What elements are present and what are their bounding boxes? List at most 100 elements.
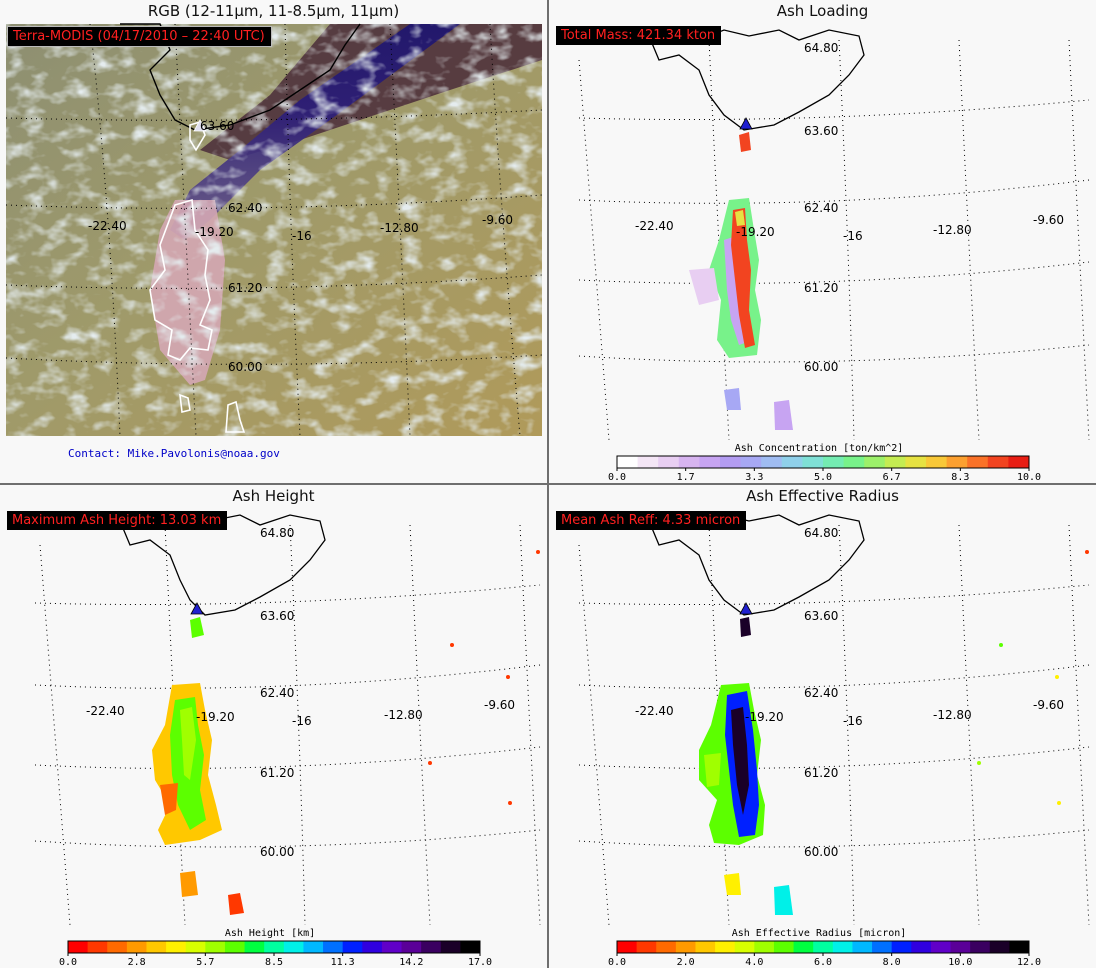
colorbar-swatch bbox=[166, 941, 187, 953]
colorbar-title: Ash Effective Radius [micron] bbox=[732, 928, 907, 939]
colorbar-swatch bbox=[813, 941, 834, 953]
total-mass-badge: Total Mass: 421.34 kton bbox=[556, 26, 722, 45]
contact-link[interactable]: Contact: Mike.Pavolonis@noaa.gov bbox=[68, 447, 280, 460]
colorbar-tick-label: 2.8 bbox=[128, 957, 146, 968]
colorbar-tick-label: 5.0 bbox=[814, 472, 832, 483]
colorbar-swatch bbox=[970, 941, 991, 953]
colorbar-swatch bbox=[381, 941, 403, 953]
max-height-badge: Maximum Ash Height: 13.03 km bbox=[7, 511, 228, 530]
colorbar-swatch bbox=[636, 941, 657, 953]
vent-marker bbox=[739, 117, 753, 130]
colorbar-swatch bbox=[303, 941, 324, 953]
ash-height-title: Ash Height bbox=[232, 487, 315, 505]
panel-divider-horizontal bbox=[0, 483, 1096, 485]
lon-label-22: -22.40 bbox=[635, 219, 674, 233]
colorbar-swatch bbox=[678, 456, 700, 468]
lat-label-60: 60.00 bbox=[228, 360, 262, 374]
colorbar-swatch bbox=[126, 941, 147, 953]
colorbar-tick-label: 0.0 bbox=[608, 957, 626, 968]
lon-label-16: -16 bbox=[843, 714, 863, 728]
colorbar-swatch bbox=[658, 456, 680, 468]
colorbar-swatch bbox=[617, 456, 639, 468]
ash-reff-colorbar: Ash Effective Radius [micron] 0.0 2.0 4.0 6… bbox=[608, 928, 1041, 968]
lat-label-62: 62.40 bbox=[804, 201, 838, 215]
colorbar-swatch bbox=[107, 941, 128, 953]
colorbar-tick-label: 5.7 bbox=[196, 957, 214, 968]
rgb-panel: 63.60 62.40 61.20 60.00 -22.40 -19.20 -1… bbox=[0, 0, 547, 483]
lon-label-19: -19.20 bbox=[196, 710, 235, 724]
colorbar-swatch bbox=[342, 941, 363, 953]
lon-label-16: -16 bbox=[843, 229, 863, 243]
colorbar-tick-label: 8.0 bbox=[883, 957, 901, 968]
ash-height-panel: 64.80 63.60 62.40 61.20 60.00 -22.40 -19… bbox=[0, 485, 547, 968]
rgb-image: 63.60 62.40 61.20 60.00 -22.40 -19.20 -1… bbox=[5, 23, 543, 437]
colorbar-swatch bbox=[460, 941, 481, 953]
colorbar-tick-label: 12.0 bbox=[1017, 957, 1041, 968]
ash-reff-title: Ash Effective Radius bbox=[746, 487, 899, 505]
colorbar-swatch bbox=[852, 941, 873, 953]
ash-height-colorbar: Ash Height [km] 0.0 2.8 5.7 8.5 11.3 14.2 17.0 bbox=[59, 928, 492, 968]
colorbar-tick-label: 1.7 bbox=[677, 472, 695, 483]
lat-label-62: 62.40 bbox=[260, 686, 294, 700]
colorbar-swatch bbox=[440, 941, 461, 953]
colorbar-swatch bbox=[264, 941, 285, 953]
colorbar-swatch bbox=[401, 941, 422, 953]
lat-label-64: 64.80 bbox=[804, 526, 838, 540]
lon-label-22: -22.40 bbox=[86, 704, 125, 718]
colorbar-tick-label: 2.0 bbox=[677, 957, 695, 968]
lon-label-19: -19.20 bbox=[195, 225, 234, 239]
colorbar-swatch bbox=[1009, 941, 1030, 953]
colorbar-swatch bbox=[864, 456, 886, 468]
colorbar-swatch bbox=[950, 941, 971, 953]
lat-label-61: 61.20 bbox=[228, 281, 262, 295]
colorbar-swatch bbox=[283, 941, 304, 953]
vent-marker bbox=[739, 602, 753, 615]
ash-reff-panel: 64.80 63.60 62.40 61.20 60.00 -22.40 -19… bbox=[549, 485, 1096, 968]
lon-label-9: -9.60 bbox=[1033, 698, 1064, 712]
colorbar-tick-label: 11.3 bbox=[331, 957, 355, 968]
lat-label-64: 64.80 bbox=[260, 526, 294, 540]
colorbar-swatch bbox=[224, 941, 246, 953]
lat-label-63: 63.60 bbox=[804, 124, 838, 138]
colorbar-swatch bbox=[68, 941, 89, 953]
colorbar-tick-label: 0.0 bbox=[608, 472, 626, 483]
ash-loading-title: Ash Loading bbox=[776, 2, 869, 20]
colorbar-tick-label: 8.3 bbox=[951, 472, 969, 483]
lon-label-22: -22.40 bbox=[635, 704, 674, 718]
colorbar-tick-label: 6.7 bbox=[883, 472, 901, 483]
colorbar-swatch bbox=[656, 941, 677, 953]
colorbar-swatch bbox=[802, 456, 824, 468]
colorbar-swatch bbox=[740, 456, 762, 468]
colorbar-tick-label: 8.5 bbox=[265, 957, 283, 968]
colorbar-swatch bbox=[781, 456, 803, 468]
colorbar-swatch bbox=[946, 456, 968, 468]
colorbar-swatch bbox=[637, 456, 659, 468]
lat-label-63: 63.60 bbox=[804, 609, 838, 623]
lon-label-9: -9.60 bbox=[1033, 213, 1064, 227]
colorbar-swatch bbox=[930, 941, 952, 953]
colorbar-swatch bbox=[843, 456, 865, 468]
colorbar-tick-label: 3.3 bbox=[745, 472, 763, 483]
colorbar-swatch bbox=[905, 456, 927, 468]
colorbar-swatch bbox=[699, 456, 721, 468]
rgb-title: RGB (12-11µm, 11-8.5µm, 11µm) bbox=[147, 2, 400, 20]
colorbar-swatch bbox=[734, 941, 755, 953]
lon-label-12: -12.80 bbox=[933, 708, 972, 722]
mean-reff-badge: Mean Ash Reff: 4.33 micron bbox=[556, 511, 747, 530]
ash-height-field bbox=[152, 550, 540, 915]
colorbar-swatch bbox=[987, 456, 1009, 468]
colorbar-swatch bbox=[205, 941, 226, 953]
lat-label-63: 63.60 bbox=[260, 609, 294, 623]
colorbar-swatch bbox=[185, 941, 206, 953]
colorbar-tick-label: 0.0 bbox=[59, 957, 77, 968]
colorbar-swatch bbox=[872, 941, 893, 953]
lon-label-22: -22.40 bbox=[88, 219, 127, 233]
colorbar-swatch bbox=[989, 941, 1010, 953]
lon-label-12: -12.80 bbox=[380, 221, 419, 235]
colorbar-swatch bbox=[675, 941, 696, 953]
colorbar-swatch bbox=[832, 941, 853, 953]
rgb-timestamp-badge: Terra-MODIS (04/17/2010 – 22:40 UTC) bbox=[7, 26, 272, 47]
colorbar-swatch bbox=[911, 941, 932, 953]
iceland-coastline bbox=[648, 29, 865, 131]
ash-reff-field bbox=[699, 550, 1089, 915]
